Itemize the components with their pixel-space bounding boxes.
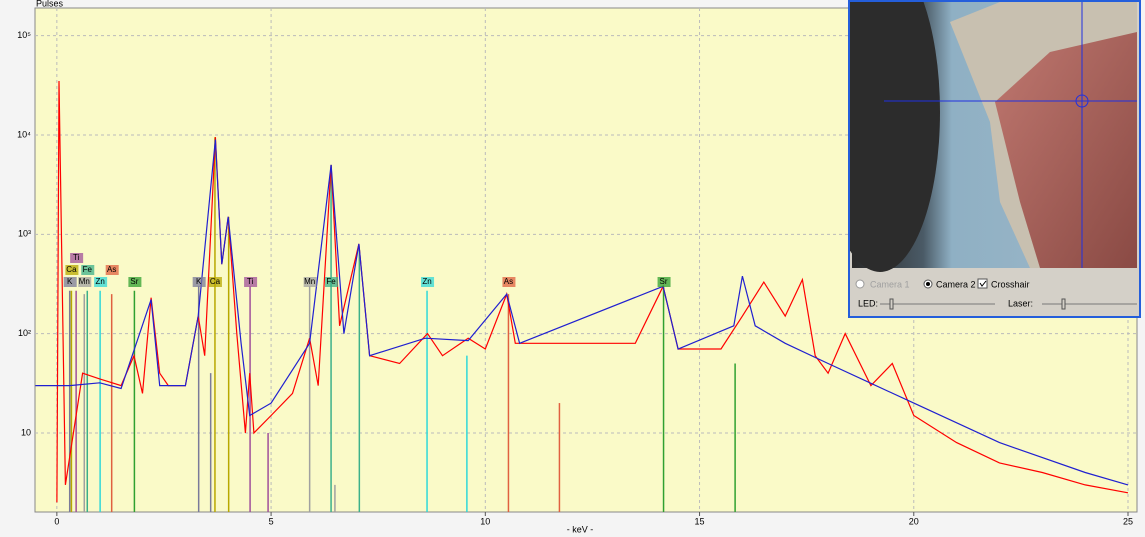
x-tick-label: 15 bbox=[695, 516, 705, 526]
crosshair-label[interactable]: Crosshair bbox=[991, 279, 1030, 289]
camera-shadow bbox=[820, 0, 940, 272]
element-tag-label: Sr bbox=[130, 277, 138, 286]
element-tag bbox=[502, 277, 516, 287]
y-axis-label: Pulses bbox=[36, 0, 64, 8]
element-tag bbox=[303, 277, 317, 287]
laser-label: Laser: bbox=[1008, 298, 1033, 308]
element-tag-label: Ca bbox=[210, 277, 221, 286]
element-tag bbox=[244, 277, 258, 287]
element-tag bbox=[70, 253, 84, 263]
element-tag-label: Fe bbox=[326, 277, 336, 286]
crosshair-checkbox[interactable] bbox=[977, 278, 988, 289]
element-tag-label: Ca bbox=[66, 265, 77, 274]
crosshair-circle bbox=[1075, 94, 1089, 108]
element-tag bbox=[78, 277, 92, 287]
camera-1-label[interactable]: Camera 1 bbox=[870, 279, 910, 289]
element-tag bbox=[65, 265, 79, 275]
element-tag-label: Ti bbox=[247, 277, 254, 286]
led-label: LED: bbox=[858, 298, 878, 308]
element-tag-label: Mn bbox=[304, 277, 315, 286]
element-tag bbox=[421, 277, 435, 287]
y-tick-label: 10² bbox=[18, 328, 31, 338]
y-tick-label: 10⁵ bbox=[17, 30, 31, 40]
element-tag-label: Mn bbox=[79, 277, 90, 286]
y-tick-label: 10³ bbox=[18, 229, 31, 239]
led-thumb[interactable] bbox=[889, 298, 894, 310]
x-tick-label: 10 bbox=[480, 516, 490, 526]
x-tick-label: 0 bbox=[54, 516, 59, 526]
element-tag bbox=[128, 277, 142, 287]
element-tag-label: Fe bbox=[83, 265, 93, 274]
radio-camera-1[interactable] bbox=[855, 279, 865, 289]
y-tick-label: 10 bbox=[21, 427, 31, 437]
camera-panel: Camera 1 Camera 2 Crosshair LED: Laser: bbox=[820, 0, 1141, 318]
x-axis-label: - keV - bbox=[567, 524, 594, 534]
radio-dot bbox=[926, 282, 930, 286]
checkmark bbox=[979, 280, 987, 287]
element-tag bbox=[657, 277, 671, 287]
element-tag bbox=[63, 277, 77, 287]
element-tag bbox=[105, 265, 119, 275]
element-tag bbox=[81, 265, 95, 275]
element-tag bbox=[325, 277, 339, 287]
element-tag-label: K bbox=[196, 277, 202, 286]
element-tag-label: As bbox=[504, 277, 513, 286]
element-tag-label: Sr bbox=[660, 277, 668, 286]
x-tick-label: 25 bbox=[1123, 516, 1133, 526]
x-tick-label: 20 bbox=[909, 516, 919, 526]
camera-brick bbox=[995, 32, 1137, 268]
camera-2-label[interactable]: Camera 2 bbox=[936, 279, 976, 289]
element-tag-label: Ti bbox=[73, 253, 80, 262]
element-tag-label: Zn bbox=[422, 277, 431, 286]
element-tag-label: As bbox=[107, 265, 116, 274]
element-tag-label: Zn bbox=[95, 277, 104, 286]
element-tag bbox=[208, 277, 222, 287]
camera-view: Camera 1 Camera 2 Crosshair LED: Laser: bbox=[820, 0, 1137, 310]
element-tag bbox=[94, 277, 108, 287]
spectrum-line bbox=[35, 139, 1129, 486]
laser-thumb[interactable] bbox=[1061, 298, 1066, 310]
x-tick-label: 5 bbox=[269, 516, 274, 526]
element-tag bbox=[192, 277, 206, 287]
y-tick-label: 10⁴ bbox=[17, 129, 31, 139]
element-tag-label: K bbox=[67, 277, 73, 286]
